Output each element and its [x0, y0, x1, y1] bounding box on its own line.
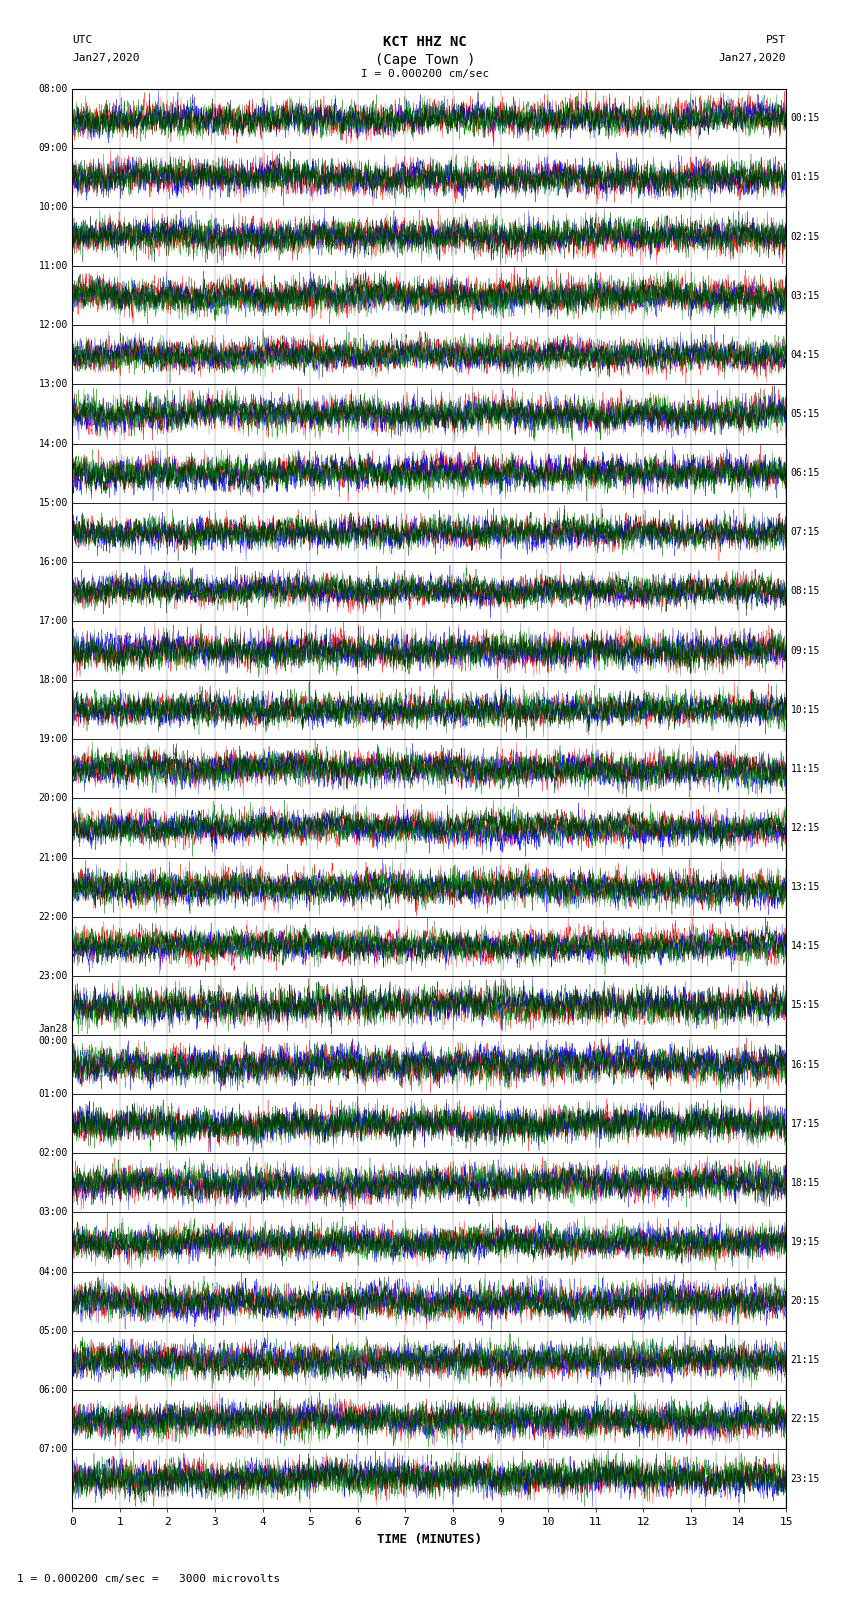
Text: 15:15: 15:15 [790, 1000, 820, 1010]
Text: 1 = 0.000200 cm/sec =   3000 microvolts: 1 = 0.000200 cm/sec = 3000 microvolts [17, 1574, 280, 1584]
Text: 05:00: 05:00 [38, 1326, 68, 1336]
Text: 04:00: 04:00 [38, 1266, 68, 1276]
Text: KCT HHZ NC: KCT HHZ NC [383, 35, 467, 50]
Text: 10:15: 10:15 [790, 705, 820, 715]
Text: 09:15: 09:15 [790, 645, 820, 655]
Text: I = 0.000200 cm/sec: I = 0.000200 cm/sec [361, 69, 489, 79]
Text: 23:00: 23:00 [38, 971, 68, 981]
Text: 22:15: 22:15 [790, 1415, 820, 1424]
Text: 07:15: 07:15 [790, 527, 820, 537]
Text: 17:15: 17:15 [790, 1119, 820, 1129]
Text: 18:00: 18:00 [38, 676, 68, 686]
Text: 10:00: 10:00 [38, 202, 68, 211]
Text: 14:15: 14:15 [790, 942, 820, 952]
Text: 16:15: 16:15 [790, 1060, 820, 1069]
Text: 21:00: 21:00 [38, 853, 68, 863]
Text: 00:15: 00:15 [790, 113, 820, 123]
Text: 18:15: 18:15 [790, 1177, 820, 1187]
Text: 19:00: 19:00 [38, 734, 68, 744]
Text: 14:00: 14:00 [38, 439, 68, 448]
Text: 07:00: 07:00 [38, 1444, 68, 1453]
Text: 20:00: 20:00 [38, 794, 68, 803]
Text: UTC: UTC [72, 35, 93, 45]
Text: Jan28
00:00: Jan28 00:00 [38, 1024, 68, 1045]
Text: 19:15: 19:15 [790, 1237, 820, 1247]
Text: 11:15: 11:15 [790, 765, 820, 774]
Text: 02:15: 02:15 [790, 232, 820, 242]
Text: 09:00: 09:00 [38, 144, 68, 153]
Text: PST: PST [766, 35, 786, 45]
Text: (Cape Town ): (Cape Town ) [375, 53, 475, 68]
Text: 03:15: 03:15 [790, 290, 820, 300]
Text: 03:00: 03:00 [38, 1208, 68, 1218]
Text: 02:00: 02:00 [38, 1148, 68, 1158]
Text: 12:15: 12:15 [790, 823, 820, 832]
Text: 23:15: 23:15 [790, 1474, 820, 1484]
Text: 08:00: 08:00 [38, 84, 68, 94]
Text: 01:00: 01:00 [38, 1089, 68, 1098]
Text: 22:00: 22:00 [38, 911, 68, 921]
Text: Jan27,2020: Jan27,2020 [72, 53, 139, 63]
Text: 21:15: 21:15 [790, 1355, 820, 1365]
Text: 13:00: 13:00 [38, 379, 68, 389]
Text: 05:15: 05:15 [790, 410, 820, 419]
Text: 08:15: 08:15 [790, 587, 820, 597]
Text: 17:00: 17:00 [38, 616, 68, 626]
Text: 16:00: 16:00 [38, 556, 68, 566]
Text: 11:00: 11:00 [38, 261, 68, 271]
Text: 13:15: 13:15 [790, 882, 820, 892]
X-axis label: TIME (MINUTES): TIME (MINUTES) [377, 1532, 482, 1545]
Text: 01:15: 01:15 [790, 173, 820, 182]
Text: 12:00: 12:00 [38, 321, 68, 331]
Text: 06:00: 06:00 [38, 1386, 68, 1395]
Text: Jan27,2020: Jan27,2020 [719, 53, 786, 63]
Text: 15:00: 15:00 [38, 498, 68, 508]
Text: 20:15: 20:15 [790, 1297, 820, 1307]
Text: 06:15: 06:15 [790, 468, 820, 477]
Text: 04:15: 04:15 [790, 350, 820, 360]
